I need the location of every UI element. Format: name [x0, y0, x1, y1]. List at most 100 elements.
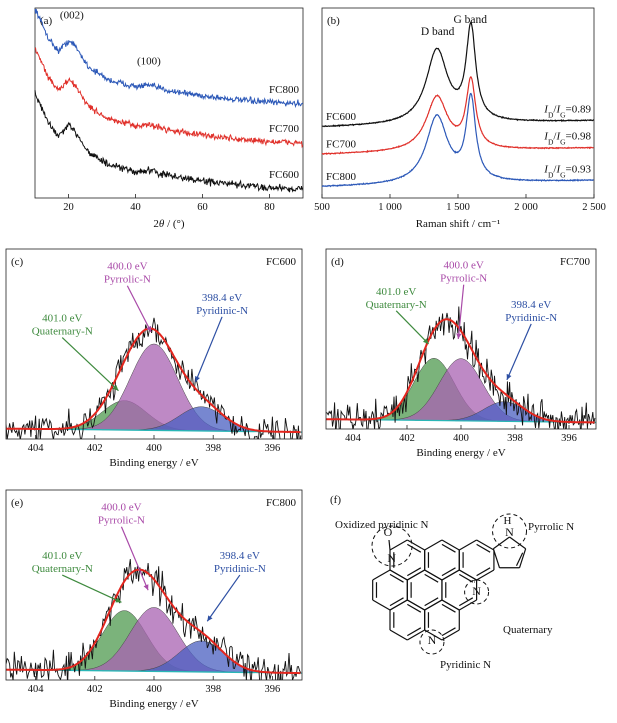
- sample-label: FC800: [266, 497, 296, 509]
- intensity-ratio-label: ID/IG=0.93: [543, 163, 591, 179]
- raw-spectrum: [6, 317, 302, 439]
- arrow-head: [422, 338, 429, 344]
- x-tick-label: 20: [63, 202, 74, 213]
- series-label: FC800: [326, 171, 356, 183]
- component-label: Quaternary-N: [32, 563, 93, 575]
- bond: [389, 597, 404, 607]
- bond: [458, 539, 477, 551]
- ratio-part: =: [566, 104, 572, 116]
- component-label: Quaternary-N: [32, 326, 93, 338]
- panel-f-label: (f): [330, 494, 341, 506]
- raman-series-fc800: [321, 92, 594, 188]
- x-tick-label: 500: [314, 202, 330, 213]
- x-tick-label: 396: [561, 433, 577, 444]
- ratio-part: D: [548, 170, 554, 179]
- component-label: 398.4 eV: [220, 550, 260, 562]
- arrow-head: [146, 325, 152, 332]
- nitrogen-atom: N: [387, 551, 396, 565]
- label-arrow: [61, 337, 119, 392]
- component-label: 401.0 eV: [376, 286, 416, 298]
- bond: [389, 573, 404, 583]
- component-label: Quaternary-N: [366, 299, 427, 311]
- x-axis-label-part: θ: [159, 218, 165, 230]
- bond: [441, 567, 456, 577]
- xps-plot-area: [326, 306, 596, 429]
- x-axis-label: Raman shift / cm⁻¹: [416, 218, 501, 230]
- arrow-head: [207, 615, 213, 622]
- hydrogen-atom: H: [504, 515, 512, 527]
- x-axis-label: Binding energy / eV: [109, 457, 198, 469]
- pyrrolic-label: Pyrrolic N: [528, 521, 574, 533]
- nitrogen-atom: N: [505, 525, 514, 539]
- highlight-circle: [371, 525, 413, 567]
- band-label: D band: [421, 26, 455, 38]
- bond: [476, 569, 495, 581]
- bond: [424, 599, 443, 611]
- x-tick-label: 400: [146, 684, 162, 695]
- component-label: 398.4 eV: [511, 299, 551, 311]
- bond: [407, 603, 422, 613]
- ratio-part: I: [555, 104, 561, 116]
- fit-envelope: [326, 318, 595, 424]
- panel-a-label: (a): [40, 15, 53, 27]
- component-label: Pyridinic-N: [196, 305, 248, 317]
- bond: [424, 629, 443, 641]
- ratio-value: 0.89: [572, 104, 592, 116]
- ratio-part: =: [566, 163, 572, 175]
- arrow-head: [143, 584, 149, 591]
- ratio-part: I: [543, 131, 549, 143]
- arrow-head: [456, 333, 462, 339]
- ratio-value: 0.93: [572, 163, 592, 175]
- ratio-part: D: [548, 137, 554, 146]
- arrow-head: [112, 385, 119, 391]
- x-axis-label: Binding energy / eV: [416, 447, 505, 459]
- bond: [441, 603, 456, 613]
- bond: [441, 569, 460, 581]
- bond: [424, 597, 439, 607]
- bond: [407, 629, 425, 641]
- panel-label: (c): [11, 256, 24, 268]
- ratio-part: =: [566, 131, 572, 143]
- bond: [441, 629, 460, 641]
- sample-label: FC700: [560, 256, 590, 268]
- bond: [509, 536, 527, 550]
- x-tick-label: 400: [146, 443, 162, 454]
- ratio-part: G: [560, 137, 566, 146]
- label-arrow: [194, 316, 223, 383]
- x-tick-label: 404: [28, 684, 45, 695]
- bond: [441, 543, 456, 553]
- oxide-charge: −: [392, 522, 397, 532]
- x-axis-label: Binding energy / eV: [109, 698, 198, 710]
- series-label: FC600: [326, 111, 356, 123]
- bond: [407, 543, 422, 553]
- label-arrow: [126, 285, 152, 333]
- ratio-part: I: [555, 131, 561, 143]
- raman-series-fc600: [321, 21, 595, 128]
- x-tick-label: 398: [205, 684, 221, 695]
- x-tick-label: 404: [345, 433, 362, 444]
- bond: [372, 599, 391, 611]
- ratio-part: /: [553, 104, 557, 116]
- panel-label: (d): [331, 256, 344, 268]
- x-tick-label: 1 500: [446, 202, 470, 213]
- band-label: G band: [453, 14, 487, 26]
- bond: [388, 539, 391, 551]
- x-tick-label: 404: [28, 443, 45, 454]
- x-tick-label: 40: [130, 202, 141, 213]
- fit-envelope: [6, 568, 301, 675]
- xrd-series-fc800: [34, 8, 304, 109]
- raman-series-fc700: [321, 76, 594, 156]
- x-axis-label-part: 2: [153, 218, 159, 230]
- bond: [389, 539, 408, 551]
- x-tick-label: 398: [205, 443, 221, 454]
- ratio-part: /: [553, 163, 557, 175]
- panel-label: (e): [11, 497, 24, 509]
- x-tick-label: 396: [265, 443, 281, 454]
- ratio-part: I: [543, 163, 549, 175]
- bond: [518, 548, 527, 568]
- x-tick-label: 1 000: [378, 202, 402, 213]
- bond: [407, 539, 425, 551]
- bond: [389, 569, 408, 581]
